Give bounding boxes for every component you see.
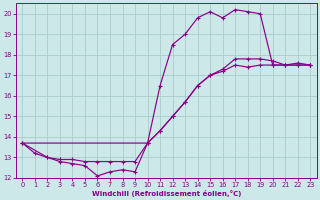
- X-axis label: Windchill (Refroidissement éolien,°C): Windchill (Refroidissement éolien,°C): [92, 190, 241, 197]
